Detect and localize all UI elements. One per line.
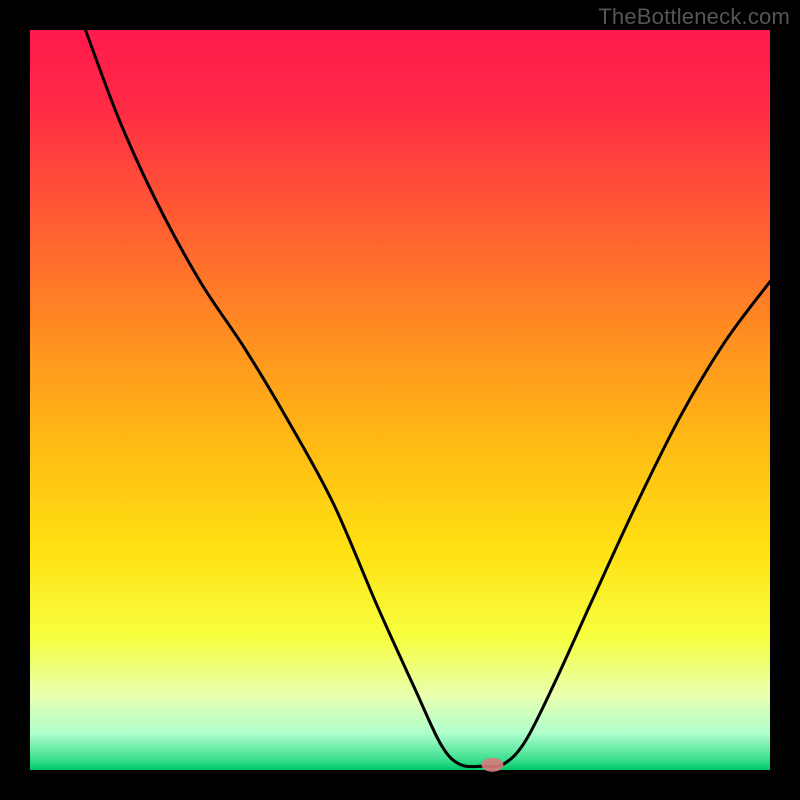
bottleneck-chart — [0, 0, 800, 800]
watermark-text: TheBottleneck.com — [598, 4, 790, 30]
chart-frame: TheBottleneck.com — [0, 0, 800, 800]
optimal-point-marker — [482, 758, 504, 772]
